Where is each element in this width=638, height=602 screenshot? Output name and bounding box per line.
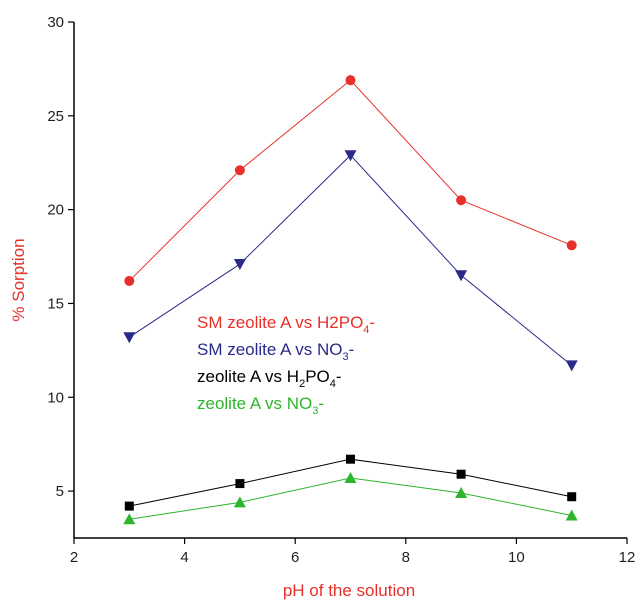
legend-entry: SM zeolite A vs H2PO4-	[197, 313, 375, 336]
plot-lines	[123, 75, 578, 525]
data-point	[234, 165, 245, 176]
data-point	[124, 275, 135, 286]
data-point	[344, 471, 357, 483]
data-point	[567, 492, 577, 502]
x-tick-label: 10	[508, 549, 525, 566]
x-tick-label: 8	[402, 549, 410, 566]
x-tick-label: 2	[70, 549, 78, 566]
legend: SM zeolite A vs H2PO4- SM zeolite A vs NO…	[197, 313, 375, 417]
y-tick-label: 10	[47, 389, 64, 406]
series-line	[129, 154, 573, 366]
y-tick-label: 5	[56, 483, 64, 500]
x-tick-label: 6	[291, 549, 299, 566]
series-line	[128, 79, 572, 282]
data-point	[456, 469, 466, 479]
legend-entry: zeolite A vs H2PO4-	[197, 367, 342, 390]
series-4	[123, 471, 578, 525]
axes: 2 4 6 8 10 12 5 10 15 20 25 30	[47, 14, 635, 566]
y-tick-label: 20	[47, 202, 64, 219]
data-point	[455, 486, 468, 498]
data-point	[235, 479, 245, 489]
y-tick-label: 25	[47, 108, 64, 125]
data-point	[565, 360, 578, 372]
series-line	[129, 477, 572, 520]
data-point	[456, 195, 467, 206]
x-axis-title: pH of the solution	[283, 581, 415, 600]
data-point	[344, 150, 357, 162]
data-point	[346, 454, 355, 464]
series-1	[124, 75, 577, 286]
y-tick-label: 30	[47, 14, 64, 31]
data-point	[233, 259, 246, 271]
y-tick-label: 15	[47, 295, 64, 312]
data-point	[345, 75, 356, 86]
data-point	[123, 332, 136, 344]
legend-entry: zeolite A vs NO3-	[197, 394, 324, 417]
data-point	[566, 240, 577, 251]
data-point	[455, 270, 468, 282]
y-axis-title: % Sorption	[9, 238, 28, 321]
series-3	[124, 454, 577, 511]
data-point	[565, 509, 578, 521]
data-point	[124, 501, 134, 511]
x-tick-label: 4	[180, 549, 188, 566]
data-point	[123, 513, 136, 525]
legend-entry: SM zeolite A vs NO3-	[197, 340, 354, 363]
series-2	[123, 150, 578, 372]
x-tick-label: 12	[619, 549, 636, 566]
data-point	[233, 496, 246, 508]
